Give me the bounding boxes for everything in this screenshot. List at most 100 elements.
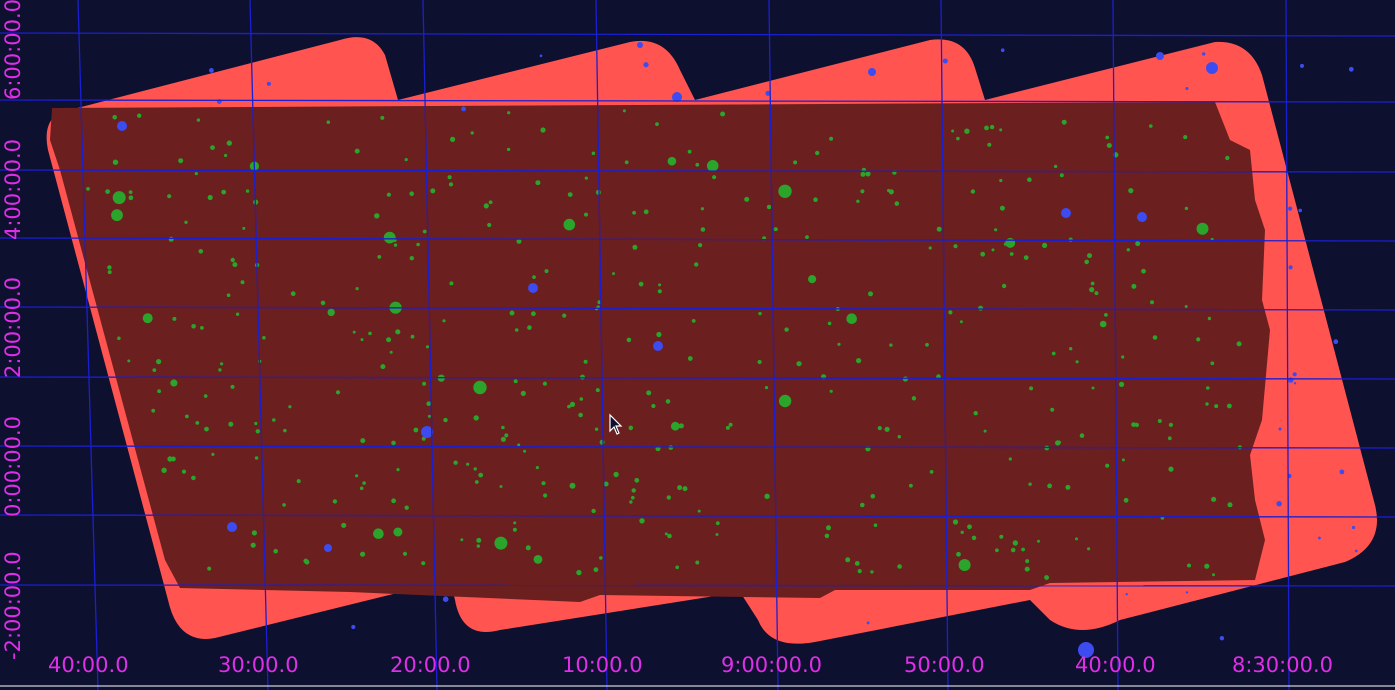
- source-dot: [1105, 135, 1110, 140]
- source-dot: [453, 460, 458, 465]
- source-dot: [948, 310, 953, 315]
- source-dot: [170, 379, 178, 387]
- source-dot: [380, 364, 386, 370]
- source-dot: [386, 192, 391, 197]
- source-dot: [494, 536, 508, 550]
- source-dot: [1288, 265, 1293, 270]
- source-dot: [764, 493, 770, 499]
- source-dot: [897, 564, 902, 569]
- source-dot: [1008, 457, 1012, 461]
- source-dot: [535, 180, 541, 186]
- source-dot: [442, 596, 449, 602]
- source-dot: [677, 485, 683, 491]
- source-dot: [697, 509, 701, 513]
- source-dot: [1099, 320, 1107, 328]
- source-dot: [1168, 466, 1174, 472]
- source-dot: [666, 495, 671, 500]
- source-dot: [824, 533, 830, 539]
- source-dot: [112, 159, 119, 165]
- source-dot: [999, 205, 1005, 211]
- source-dot: [632, 210, 636, 215]
- source-dot: [273, 548, 279, 554]
- source-dot: [1047, 483, 1052, 489]
- source-dot: [1042, 242, 1048, 248]
- source-dot: [695, 162, 700, 167]
- source-dot: [107, 270, 112, 275]
- source-dot: [542, 381, 548, 386]
- source-dot: [936, 226, 942, 232]
- source-dot: [360, 438, 366, 444]
- source-dot: [254, 456, 259, 460]
- source-dot: [1333, 339, 1339, 345]
- source-dot: [512, 527, 517, 532]
- source-dot: [86, 187, 90, 191]
- source-dot: [105, 189, 110, 195]
- source-dot: [1131, 283, 1137, 289]
- source-dot: [332, 499, 338, 504]
- source-dot: [594, 427, 599, 431]
- source-dot: [989, 124, 995, 130]
- source-dot: [226, 140, 232, 146]
- source-dot: [404, 158, 408, 162]
- source-dot: [1227, 502, 1233, 508]
- source-dot: [413, 427, 419, 433]
- source-dot: [958, 559, 971, 571]
- source-dot: [326, 120, 331, 124]
- source-dot: [925, 342, 929, 347]
- x-axis-label: 8:30:00.0: [1232, 653, 1333, 677]
- source-dot: [473, 380, 487, 395]
- source-dot: [728, 422, 733, 427]
- source-dot: [1090, 281, 1095, 286]
- source-dot: [137, 113, 142, 118]
- source-dot: [474, 480, 479, 484]
- source-dot: [796, 361, 802, 367]
- source-dot: [409, 191, 415, 196]
- source-dot: [626, 337, 632, 343]
- source-dot: [157, 389, 162, 394]
- source-dot: [1053, 164, 1058, 169]
- source-dot: [473, 415, 479, 421]
- source-dot: [251, 530, 257, 536]
- source-dot: [829, 136, 834, 141]
- source-dot: [698, 243, 703, 248]
- source-dot: [1069, 347, 1073, 351]
- source-dot: [151, 408, 156, 413]
- source-dot: [525, 545, 531, 551]
- source-dot: [520, 390, 526, 396]
- source-dot: [805, 235, 809, 240]
- source-dot: [866, 621, 870, 625]
- source-dot: [664, 532, 668, 536]
- source-dot: [191, 324, 196, 329]
- source-dot: [628, 425, 634, 431]
- source-dot: [1276, 501, 1282, 507]
- source-dot: [544, 269, 549, 274]
- source-dot: [1037, 539, 1040, 543]
- source-dot: [595, 388, 600, 393]
- source-dot: [513, 521, 517, 525]
- source-dot: [254, 421, 258, 426]
- source-dot: [629, 500, 633, 504]
- source-dot: [447, 175, 452, 180]
- source-dot: [391, 440, 396, 446]
- source-dot: [476, 537, 482, 543]
- source-dot: [1059, 173, 1064, 178]
- source-dot: [393, 527, 403, 537]
- source-dot: [956, 551, 961, 557]
- source-dot: [632, 244, 638, 250]
- source-dot: [1079, 433, 1085, 438]
- source-dot: [951, 129, 955, 133]
- source-dot: [1293, 382, 1297, 385]
- source-dot: [335, 390, 341, 395]
- y-axis-label: 0:00:00.0: [1, 416, 25, 517]
- source-dot: [766, 204, 772, 210]
- source-dot: [1219, 636, 1225, 641]
- source-dot: [1094, 291, 1099, 296]
- source-dot: [860, 171, 866, 177]
- source-dot: [1075, 537, 1078, 541]
- source-dot: [1185, 87, 1189, 90]
- source-dot: [579, 397, 584, 401]
- source-dot: [351, 624, 356, 630]
- source-dot: [991, 248, 995, 252]
- source-dot: [211, 452, 215, 456]
